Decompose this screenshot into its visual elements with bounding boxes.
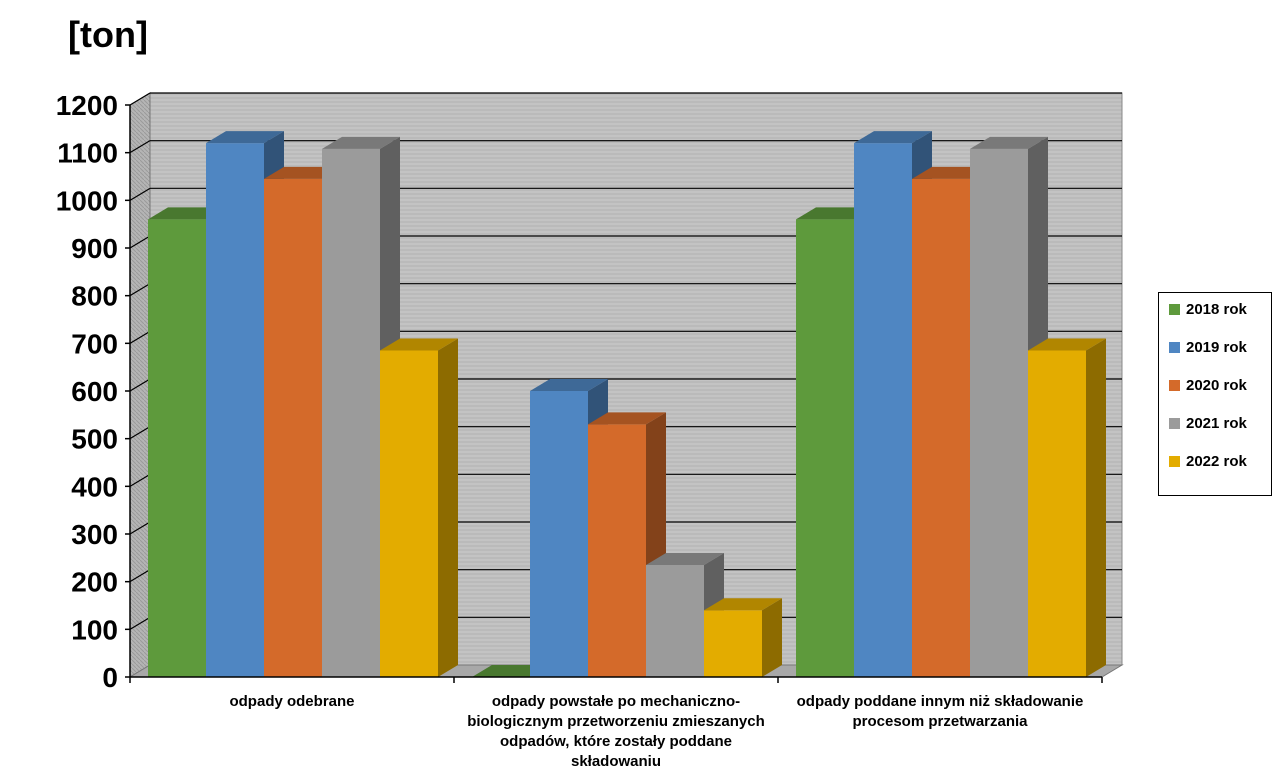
- bar-front: [854, 143, 912, 678]
- legend-swatch: [1169, 455, 1180, 467]
- bar-top: [322, 136, 400, 149]
- bar: [530, 379, 608, 677]
- y-tick-label: 600: [71, 376, 118, 407]
- bar-front: [148, 219, 206, 677]
- bar-top: [854, 131, 932, 144]
- y-tick-label: 300: [71, 519, 118, 550]
- legend-item: 2020 rok: [1169, 375, 1247, 395]
- bar: [1028, 338, 1106, 677]
- category-label: odpady poddane innym niż składowanie pro…: [796, 693, 1084, 730]
- gridline-side: [129, 473, 151, 487]
- gridline-side: [129, 235, 151, 249]
- legend-swatch: [1169, 417, 1180, 429]
- bar-front: [380, 350, 438, 677]
- bar-front: [264, 178, 322, 677]
- y-axis: 0 100 200 300 400 500 600 700 800 900 1000 1100 1200: [56, 90, 131, 693]
- bars: [148, 131, 1106, 678]
- gridline-side: [129, 426, 151, 440]
- bar: [704, 598, 782, 677]
- gridline-side: [129, 187, 151, 201]
- legend-label: 2021 rok: [1186, 414, 1247, 432]
- category-label: odpady powstałe po mechaniczno-biologicz…: [467, 693, 765, 770]
- y-axis-unit-label: [ton]: [68, 14, 148, 55]
- bar-side: [1086, 338, 1106, 677]
- y-tick-label: 400: [71, 471, 118, 502]
- x-axis: [129, 676, 1103, 683]
- bar-side: [762, 598, 782, 677]
- legend-item: 2018 rok: [1169, 299, 1247, 319]
- y-tick-label: 700: [71, 328, 118, 359]
- legend-item: 2021 rok: [1169, 413, 1247, 433]
- gridline-side: [129, 140, 151, 154]
- gridline-side: [129, 521, 151, 535]
- legend-item: 2022 rok: [1169, 451, 1247, 471]
- bar-front: [206, 143, 264, 678]
- bar-front: [530, 391, 588, 677]
- legend-swatch: [1169, 379, 1180, 391]
- bar-top: [380, 338, 458, 351]
- gridline-side: [129, 569, 151, 583]
- bar-front: [970, 148, 1028, 677]
- bar-front: [704, 610, 762, 677]
- y-tick-label: 500: [71, 424, 118, 455]
- bar-front: [322, 148, 380, 677]
- bar-side: [438, 338, 458, 677]
- legend-label: 2020 rok: [1186, 376, 1247, 394]
- gridline-side: [129, 92, 151, 106]
- y-tick-label: 200: [71, 567, 118, 598]
- legend-swatch: [1169, 341, 1180, 353]
- legend-swatch: [1169, 303, 1180, 315]
- bar-top: [206, 131, 284, 144]
- gridline-side: [129, 330, 151, 344]
- y-tick-label: 1100: [57, 138, 118, 169]
- bar-top: [970, 136, 1048, 149]
- legend-item: 2019 rok: [1169, 337, 1247, 357]
- y-tick-label: 0: [102, 662, 118, 693]
- bar-top: [646, 552, 724, 565]
- y-tick-label: 800: [71, 281, 118, 312]
- gridline-side: [129, 283, 151, 297]
- bar-top: [530, 379, 608, 391]
- gridline-side: [129, 378, 151, 392]
- bar-front: [646, 564, 704, 677]
- bar-front: [912, 178, 970, 677]
- legend-label: 2018 rok: [1186, 300, 1247, 318]
- bar: [380, 338, 458, 677]
- bar-front: [1028, 350, 1086, 677]
- bar-front: [588, 424, 646, 677]
- y-tick-label: 1200: [56, 90, 118, 121]
- legend-label: 2019 rok: [1186, 338, 1247, 356]
- gridline-side: [129, 616, 151, 630]
- legend-label: 2022 rok: [1186, 452, 1247, 470]
- bar-front: [796, 219, 854, 677]
- y-tick-label: 100: [71, 614, 118, 645]
- bar-top: [704, 598, 782, 611]
- bar-top: [588, 412, 666, 425]
- y-tick-label: 1000: [56, 185, 118, 216]
- legend: 2018 rok 2019 rok 2020 rok 2021 rok 2022 rok: [1158, 292, 1272, 496]
- category-label: odpady odebrane: [229, 693, 355, 710]
- bar-top: [1028, 338, 1106, 351]
- y-tick-label: 900: [71, 233, 118, 264]
